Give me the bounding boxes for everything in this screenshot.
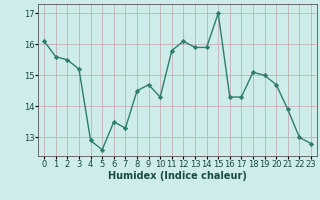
X-axis label: Humidex (Indice chaleur): Humidex (Indice chaleur) <box>108 171 247 181</box>
